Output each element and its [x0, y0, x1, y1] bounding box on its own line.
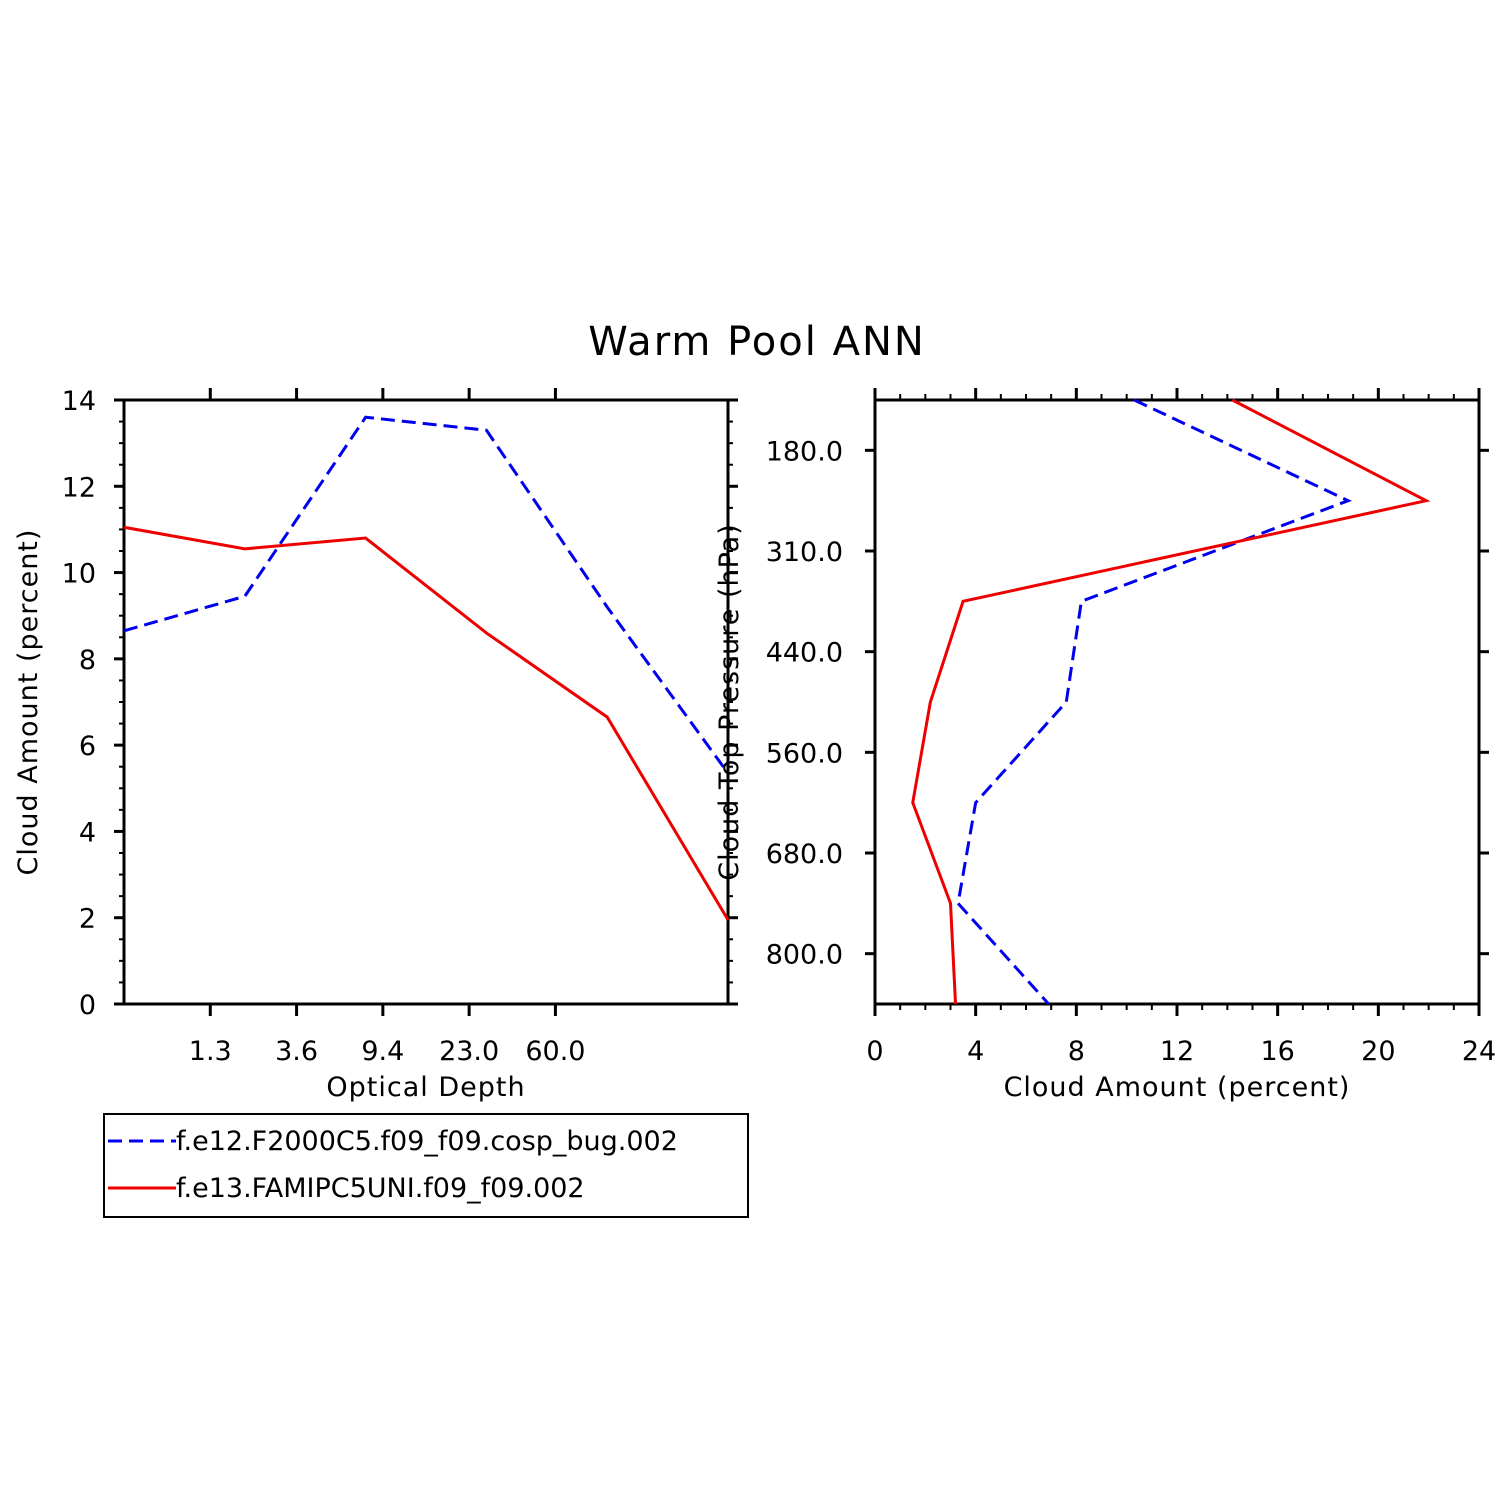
left-y-tick-label: 10: [62, 559, 96, 590]
right-x-tick-label: 20: [1361, 1036, 1395, 1067]
left-y-tick-label: 0: [79, 990, 96, 1021]
right-series-line-1: [956, 398, 1352, 1006]
left-x-tick-label: 23.0: [439, 1036, 499, 1067]
left-y-tick-label: 2: [79, 904, 96, 935]
left-y-tick-label: 14: [62, 386, 96, 417]
left-x-tick-label: 60.0: [525, 1036, 585, 1067]
left-y-tick-label: 6: [79, 731, 96, 762]
left-x-tick-label: 1.3: [189, 1036, 232, 1067]
right-x-axis-label: Cloud Amount (percent): [1004, 1072, 1351, 1103]
right-y-tick-label: 440.0: [766, 638, 843, 669]
left-series-line-1: [123, 415, 730, 775]
right-y-tick-label: 560.0: [766, 738, 843, 769]
legend-label-series-2: f.e13.FAMIPC5UNI.f09_f09.002: [176, 1173, 585, 1204]
right-x-tick-label: 16: [1260, 1036, 1294, 1067]
right-x-tick-label: 8: [1068, 1036, 1085, 1067]
left-y-tick-label: 4: [79, 817, 96, 848]
right-y-axis-label: Cloud Top Pressure (hPa): [714, 523, 745, 881]
right-x-tick-label: 24: [1462, 1036, 1496, 1067]
legend-box: [103, 1113, 749, 1218]
right-x-tick-label: 0: [866, 1036, 883, 1067]
right-x-tick-label: 4: [967, 1036, 984, 1067]
chart-title: Warm Pool ANN: [588, 319, 926, 365]
left-plot-frame: [122, 398, 730, 1006]
right-y-tick-label: 310.0: [766, 537, 843, 568]
right-panel: 0 4 8 12 16 20 24 180.0 310.0 440.0 560.0 680.0 800.…: [714, 388, 1496, 1103]
left-series-line-2: [123, 525, 730, 921]
left-x-axis-label: Optical Depth: [326, 1072, 525, 1103]
right-x-tick-label: 12: [1160, 1036, 1194, 1067]
legend: f.e12.F2000C5.f09_f09.cosp_bug.002 f.e13…: [103, 1113, 749, 1218]
left-x-tick-label: 9.4: [361, 1036, 404, 1067]
left-x-tick-label: 3.6: [275, 1036, 318, 1067]
right-series-line-2: [911, 398, 1431, 1005]
left-panel: 0 2 4 6 8 10 12 14 1.3 3.6 9.4 23.0 60.0 Optical Dep…: [13, 386, 738, 1103]
left-y-tick-label: 8: [79, 645, 96, 676]
legend-label-series-1: f.e12.F2000C5.f09_f09.cosp_bug.002: [176, 1126, 678, 1157]
right-y-tick-label: 180.0: [766, 436, 843, 467]
left-y-axis-label: Cloud Amount (percent): [13, 529, 44, 876]
right-y-tick-label: 680.0: [766, 839, 843, 870]
left-y-tick-label: 12: [62, 472, 96, 503]
right-y-tick-label: 800.0: [766, 940, 843, 971]
